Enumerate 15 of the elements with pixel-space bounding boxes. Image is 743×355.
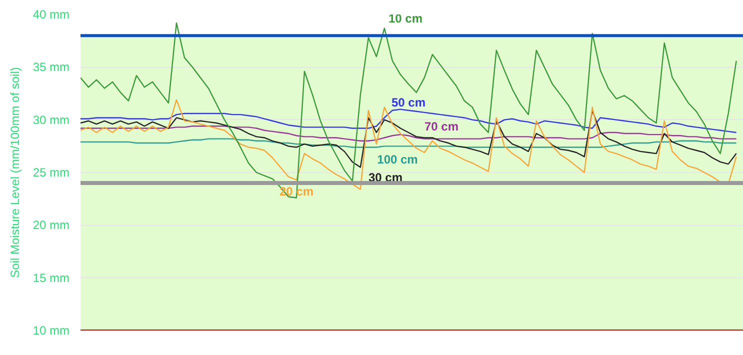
- y-tick-label: 25 mm: [32, 166, 70, 180]
- y-tick-label: 10 mm: [32, 324, 70, 338]
- series-label: 100 cm: [377, 152, 418, 166]
- y-tick-label: 15 mm: [32, 270, 70, 285]
- y-tick-label: 20 mm: [32, 218, 70, 232]
- series-label: 50 cm: [391, 96, 426, 110]
- line-series: [80, 108, 737, 134]
- y-tick-label: 35 mm: [32, 60, 70, 74]
- y-axis-title: Soil Moisture Level (mm/100mm of soil): [8, 67, 22, 278]
- y-tick-label: 40 mm: [32, 8, 70, 22]
- line-series: [80, 22, 737, 198]
- series-label: 70 cm: [424, 120, 459, 134]
- line-series: [80, 138, 737, 148]
- y-tick-label: 30 mm: [32, 112, 70, 127]
- line-series: [80, 110, 737, 168]
